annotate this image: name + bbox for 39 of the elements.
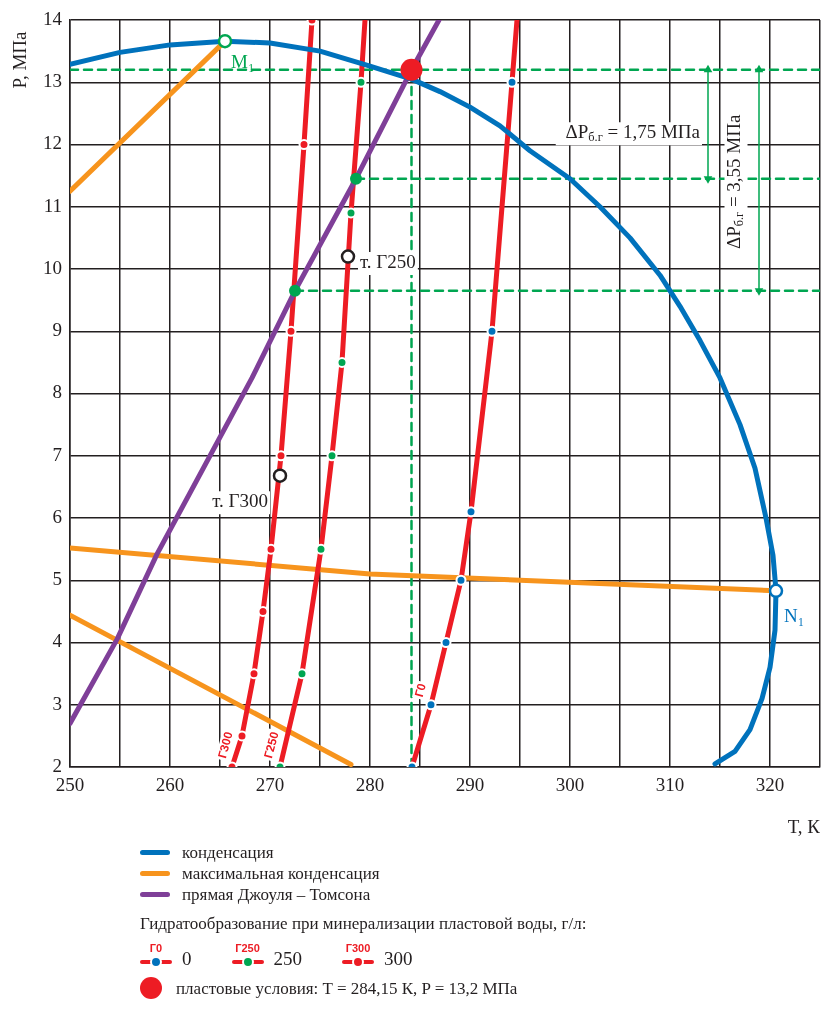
- y-tick-label: 8: [52, 381, 62, 403]
- annotation: Г250: [261, 729, 282, 760]
- legend-label: 300: [384, 948, 413, 969]
- y-axis-title: P, МПа: [9, 30, 30, 89]
- x-tick-label: 280: [355, 774, 385, 796]
- y-tick-label: 5: [52, 568, 62, 590]
- legend-label: 0: [182, 948, 192, 969]
- annotation: M₁: [231, 51, 255, 73]
- legend-title: Гидратообразование при минерализации пластовой воды, г/л:: [140, 914, 588, 933]
- legend-label: 250: [273, 948, 302, 969]
- y-tick-label: 9: [52, 319, 62, 341]
- x-tick-label: 270: [255, 774, 285, 796]
- y-tick-label: 12: [43, 132, 62, 154]
- legend-label: прямая Джоуля – Томсона: [182, 885, 371, 904]
- annotation: т. Г250: [360, 250, 416, 272]
- y-tick-label: 7: [52, 443, 62, 465]
- x-axis-title: T, К: [787, 816, 821, 837]
- annotation: т. Г300: [212, 489, 268, 511]
- annotation: ΔPб.г = 3,55 МПа: [722, 114, 746, 250]
- legend-label: конденсация: [182, 843, 274, 862]
- y-tick-label: 14: [43, 7, 63, 29]
- x-tick-label: 250: [55, 774, 85, 796]
- y-tick-label: 3: [52, 692, 62, 714]
- y-tick-label: 4: [52, 630, 63, 652]
- y-tick-label: 13: [43, 70, 62, 92]
- annotation: Г0: [411, 681, 429, 699]
- annotation: N₁: [784, 604, 805, 626]
- y-tick-label: 2: [52, 754, 62, 776]
- annotation: Г300: [215, 729, 236, 760]
- legend-label: пластовые условия: T = 284,15 К, P = 13,2 МПа: [176, 978, 518, 998]
- x-tick-label: 290: [455, 774, 485, 796]
- y-tick-label: 11: [43, 194, 62, 216]
- y-tick-label: 6: [52, 505, 62, 527]
- x-tick-label: 320: [755, 774, 785, 796]
- y-tick-label: 10: [43, 256, 62, 278]
- x-tick-label: 260: [155, 774, 185, 796]
- legend-label: максимальная конденсация: [182, 864, 380, 883]
- x-tick-label: 300: [555, 774, 585, 796]
- x-tick-label: 310: [655, 774, 685, 796]
